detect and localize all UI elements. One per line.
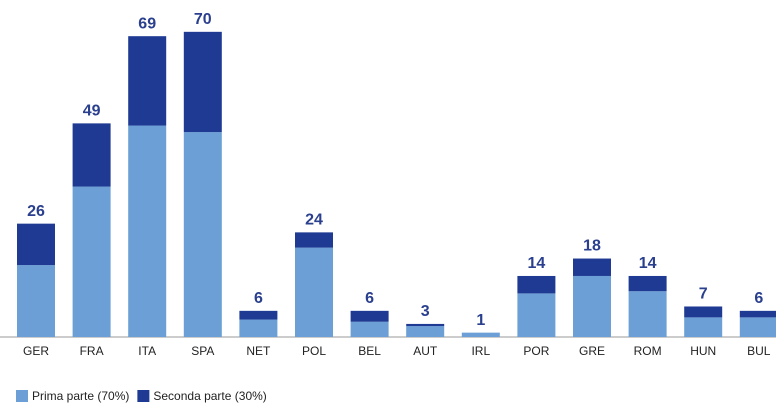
total-label: 49 bbox=[83, 103, 101, 120]
x-tick-label: ITA bbox=[138, 344, 156, 358]
bar-segment bbox=[183, 132, 222, 337]
x-tick-label: FRA bbox=[80, 344, 104, 358]
bar-segment bbox=[573, 275, 611, 337]
total-label: 7 bbox=[699, 286, 708, 303]
bar-segment bbox=[517, 293, 556, 337]
bar-segment bbox=[72, 123, 111, 187]
x-tick-label: BUL bbox=[747, 344, 771, 358]
legend-swatch bbox=[16, 390, 28, 402]
bar-segment bbox=[739, 317, 776, 337]
bar-segment bbox=[406, 323, 445, 327]
total-label: 1 bbox=[476, 312, 485, 329]
total-label: 6 bbox=[254, 290, 263, 307]
x-tick-label: BEL bbox=[358, 344, 381, 358]
bar-segment bbox=[739, 310, 776, 318]
total-label: 6 bbox=[365, 290, 374, 307]
x-tick-label: POR bbox=[523, 344, 549, 358]
total-label: 70 bbox=[194, 11, 212, 28]
bar-segment bbox=[183, 31, 222, 133]
bar-segment bbox=[128, 36, 167, 126]
bar-segment bbox=[17, 265, 55, 337]
legend-label: Prima parte (70%) bbox=[32, 389, 129, 403]
total-label: 14 bbox=[639, 255, 657, 272]
bar-segment bbox=[295, 247, 333, 337]
bar-segment bbox=[350, 310, 389, 322]
bar-segment bbox=[72, 186, 111, 337]
total-label: 24 bbox=[305, 212, 323, 229]
bar-segment bbox=[628, 291, 667, 337]
x-tick-label: ROM bbox=[634, 344, 662, 358]
total-label: 14 bbox=[528, 255, 546, 272]
total-label: 69 bbox=[138, 15, 156, 32]
bar-segment bbox=[239, 319, 278, 337]
bar-segment bbox=[350, 321, 389, 337]
x-tick-label: GER bbox=[23, 344, 49, 358]
legend-swatch bbox=[137, 390, 150, 402]
x-tick-label: HUN bbox=[690, 344, 716, 358]
legend-label: Seconda parte (30%) bbox=[153, 389, 266, 403]
total-label: 26 bbox=[27, 203, 45, 220]
bar-segment bbox=[684, 317, 723, 337]
x-tick-label: GRE bbox=[579, 344, 605, 358]
bar-segment bbox=[239, 310, 278, 320]
total-label: 3 bbox=[421, 303, 430, 320]
total-label: 6 bbox=[754, 290, 763, 307]
bar-segment bbox=[573, 258, 611, 276]
bar-segment bbox=[17, 223, 55, 266]
x-tick-label: SPA bbox=[191, 344, 214, 358]
total-label: 18 bbox=[583, 238, 601, 255]
x-tick-label: IRL bbox=[471, 344, 490, 358]
bar-segment bbox=[406, 326, 445, 337]
bar-segment bbox=[295, 232, 333, 248]
bar-segment bbox=[684, 306, 723, 318]
x-tick-label: NET bbox=[246, 344, 271, 358]
bar-segment bbox=[517, 275, 556, 294]
bar-segment bbox=[128, 125, 167, 337]
x-tick-label: AUT bbox=[413, 344, 438, 358]
x-tick-label: POL bbox=[302, 344, 326, 358]
bar-segment bbox=[628, 275, 667, 292]
bar-segment bbox=[461, 332, 500, 337]
